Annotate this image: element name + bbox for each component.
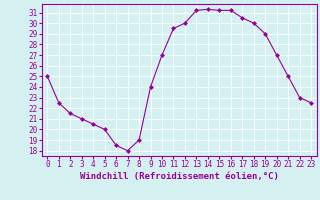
X-axis label: Windchill (Refroidissement éolien,°C): Windchill (Refroidissement éolien,°C) <box>80 172 279 181</box>
